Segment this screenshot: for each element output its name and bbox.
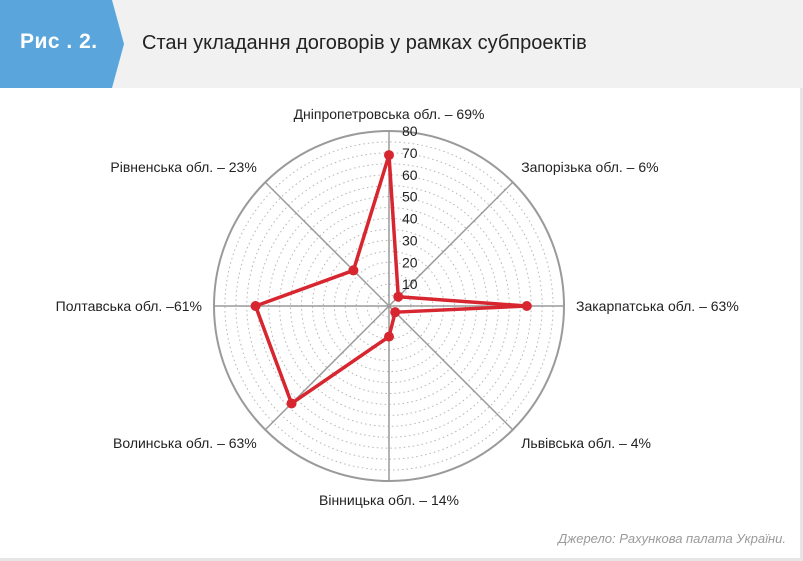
tick-label: 60 xyxy=(402,167,418,183)
data-point xyxy=(384,331,394,342)
figure-title: Стан укладання договорів у рамках субпро… xyxy=(142,32,587,54)
data-point xyxy=(250,301,261,311)
category-label: Запорізька обл. – 6% xyxy=(521,159,658,175)
tick-label: 40 xyxy=(402,211,418,227)
category-label: Дніпропетровська обл. – 69% xyxy=(294,106,485,122)
series-line xyxy=(253,153,529,406)
category-label: Вінницька обл. – 14% xyxy=(319,492,459,508)
figure-label: Рис . 2. xyxy=(20,30,98,53)
data-point xyxy=(390,307,401,318)
data-point xyxy=(348,265,359,276)
chart-area: 10 20 30 40 50 60 70 80 Дніпропетровська обл. – … xyxy=(0,88,803,561)
tick-label: 70 xyxy=(402,145,418,161)
axis-spoke xyxy=(388,305,514,431)
figure-badge: Рис . 2. xyxy=(0,0,124,88)
axis-spoke xyxy=(388,181,514,307)
tick-label: 20 xyxy=(402,254,418,270)
category-label: Львівська обл. – 4% xyxy=(521,435,651,451)
tick-label: 10 xyxy=(402,276,418,292)
source-note: Джерело: Рахункова палата України. xyxy=(558,531,786,546)
tick-label: 30 xyxy=(402,232,418,248)
category-label: Волинська обл. – 63% xyxy=(113,435,257,451)
axis-spoke xyxy=(264,305,390,431)
category-label: Закарпатська обл. – 63% xyxy=(576,298,739,314)
data-point xyxy=(393,291,404,302)
data-point xyxy=(286,398,297,409)
tick-label: 80 xyxy=(402,123,418,139)
figure-header: Рис . 2. Стан укладання договорів у рамк… xyxy=(0,0,803,88)
data-point xyxy=(384,150,394,161)
category-label: Полтавська обл. –61% xyxy=(56,298,202,314)
data-point xyxy=(521,301,532,311)
axis-spoke xyxy=(264,181,390,307)
tick-label: 50 xyxy=(402,189,418,205)
category-label: Рівненська обл. – 23% xyxy=(110,159,256,175)
